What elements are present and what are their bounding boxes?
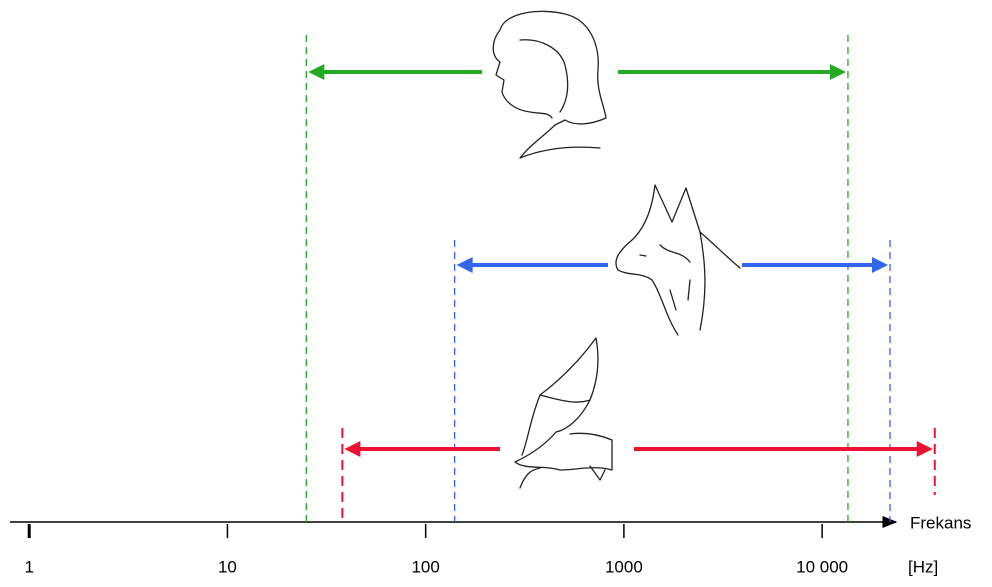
arrow-head-right <box>872 257 888 273</box>
x-tick-label: 10 <box>218 557 237 576</box>
arrow-head-right <box>829 64 846 80</box>
x-tick-label: 10 000 <box>796 557 848 576</box>
x-tick-label: 1000 <box>605 557 643 576</box>
human-icon <box>482 8 618 160</box>
x-axis-label: Frekans <box>910 513 971 532</box>
arrow-head-left <box>344 441 361 457</box>
x-tick-label: 1 <box>24 557 33 576</box>
x-tick-label: 100 <box>411 557 439 576</box>
arrow-head-left <box>456 257 473 273</box>
wolf-icon <box>608 180 742 340</box>
bat-icon <box>500 332 634 492</box>
x-axis-unit: [Hz] <box>908 557 938 576</box>
arrow-head-right <box>916 441 933 457</box>
arrow-head-left <box>308 64 325 80</box>
